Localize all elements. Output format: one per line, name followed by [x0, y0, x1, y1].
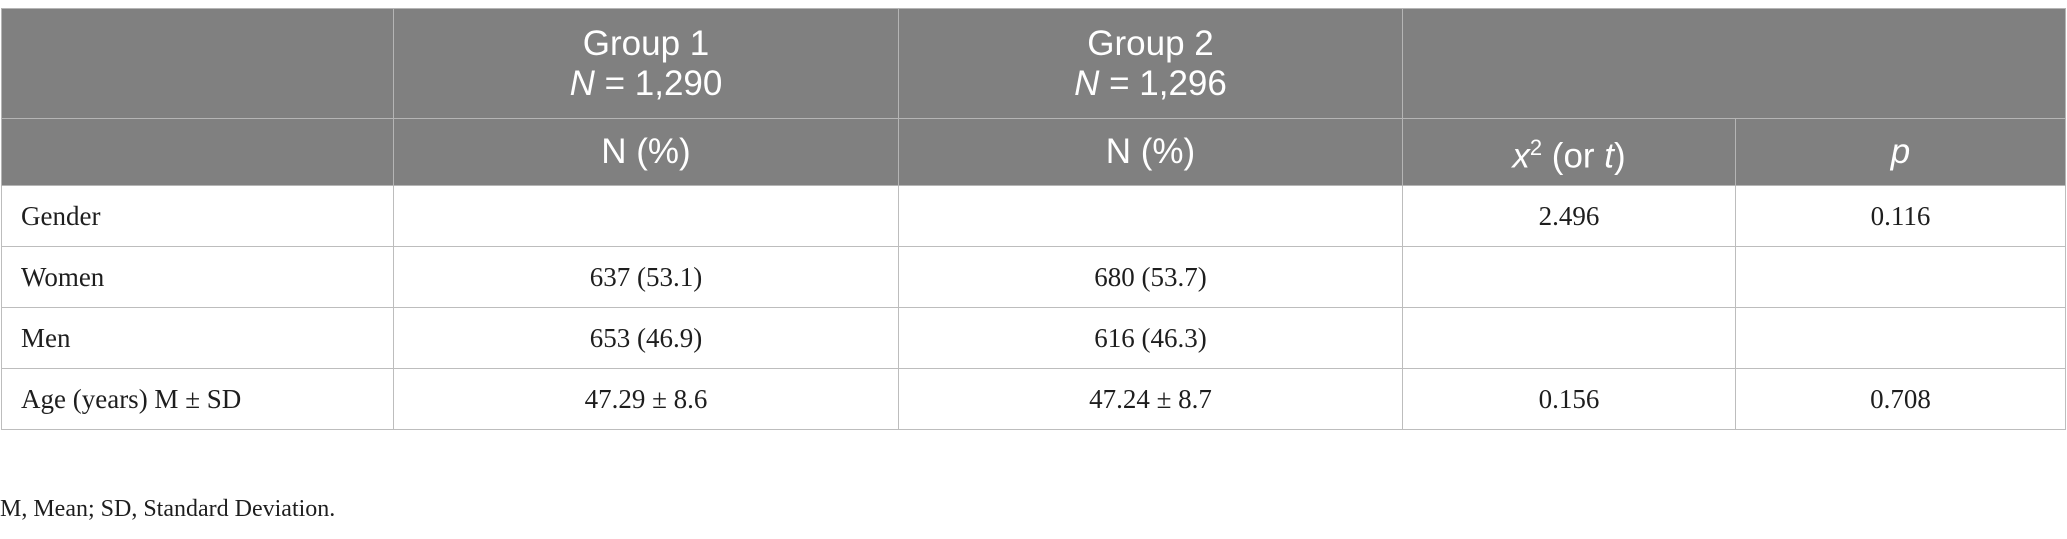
- demographics-table: Group 1 N = 1,290 Group 2 N = 1,296 N (%…: [1, 8, 2066, 430]
- cell-p: [1735, 246, 2066, 308]
- header-group2-n-pct: N (%): [898, 118, 1403, 186]
- row-label: Age (years) M ± SD: [1, 368, 394, 430]
- cell-group2: 680 (53.7): [898, 246, 1403, 308]
- header-group2: Group 2 N = 1,296: [898, 8, 1403, 119]
- header-group1-n-pct: N (%): [393, 118, 899, 186]
- table-row: Age (years) M ± SD 47.29 ± 8.6 47.24 ± 8…: [1, 368, 2066, 430]
- table-footnote: M, Mean; SD, Standard Deviation.: [0, 496, 336, 522]
- row-label: Gender: [1, 185, 394, 247]
- cell-group1: [393, 185, 899, 247]
- group2-name: Group 2: [1087, 23, 1214, 63]
- group2-n: N = 1,296: [907, 64, 1394, 104]
- cell-group1: 637 (53.1): [393, 246, 899, 308]
- cell-stat: 0.156: [1402, 368, 1736, 430]
- cell-p: [1735, 307, 2066, 369]
- header-row-groups: Group 1 N = 1,290 Group 2 N = 1,296: [1, 8, 2066, 119]
- header-label-blank: [1, 118, 394, 186]
- cell-stat: 2.496: [1402, 185, 1736, 247]
- table-row: Men 653 (46.9) 616 (46.3): [1, 307, 2066, 369]
- cell-stat: [1402, 246, 1736, 308]
- chi-symbol: x: [1512, 136, 1530, 176]
- header-chi-square: x2 (or t): [1402, 118, 1736, 186]
- table-row: Women 637 (53.1) 680 (53.7): [1, 246, 2066, 308]
- cell-group2: 616 (46.3): [898, 307, 1403, 369]
- header-blank-cell: [1, 8, 394, 119]
- cell-group2: 47.24 ± 8.7: [898, 368, 1403, 430]
- chi-paren-open: (or: [1542, 136, 1605, 176]
- cell-p: 0.116: [1735, 185, 2066, 247]
- cell-group1: 47.29 ± 8.6: [393, 368, 899, 430]
- chi-paren-close: ): [1614, 136, 1626, 176]
- header-p: p: [1735, 118, 2066, 186]
- chi-superscript: 2: [1529, 134, 1543, 160]
- group1-n-value: = 1,290: [594, 63, 723, 103]
- header-row-columns: N (%) N (%) x2 (or t) p: [1, 118, 2066, 186]
- group1-n-symbol: N: [569, 63, 595, 103]
- row-label: Men: [1, 307, 394, 369]
- cell-p: 0.708: [1735, 368, 2066, 430]
- chi-t-symbol: t: [1604, 136, 1615, 176]
- cell-stat: [1402, 307, 1736, 369]
- row-label: Women: [1, 246, 394, 308]
- cell-group2: [898, 185, 1403, 247]
- table-row: Gender 2.496 0.116: [1, 185, 2066, 247]
- group2-n-symbol: N: [1074, 63, 1100, 103]
- group2-n-value: = 1,296: [1099, 63, 1227, 103]
- group1-n: N = 1,290: [402, 64, 890, 104]
- header-group1: Group 1 N = 1,290: [393, 8, 899, 119]
- cell-group1: 653 (46.9): [393, 307, 899, 369]
- group1-name: Group 1: [582, 23, 710, 63]
- header-stats-blank: [1402, 8, 2066, 119]
